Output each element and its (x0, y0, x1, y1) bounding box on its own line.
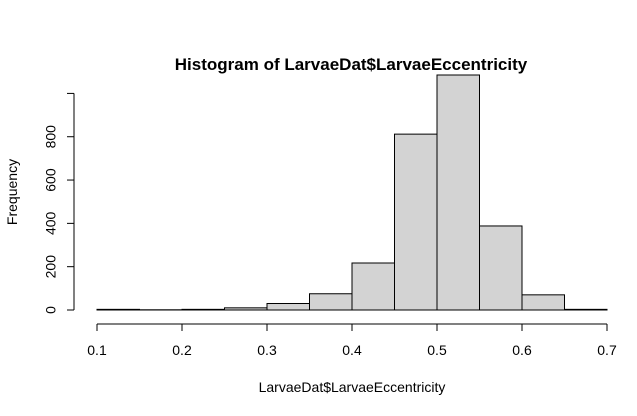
x-tick-label: 0.5 (427, 342, 447, 358)
y-axis: 0 200 400 600 800 (43, 92, 75, 314)
histogram-bar (96, 308, 140, 311)
y-tick-label: 200 (43, 255, 59, 279)
histogram-bar (521, 294, 565, 311)
x-tick-label: 0.2 (172, 342, 192, 358)
histogram-bar (564, 308, 608, 311)
x-tick-label: 0.3 (257, 342, 277, 358)
histogram-bar (224, 307, 268, 311)
y-tick-label: 400 (43, 211, 59, 235)
histogram-bar (436, 74, 480, 311)
bars-group (96, 74, 608, 311)
histogram-bar (394, 133, 438, 311)
x-tick-label: 0.4 (342, 342, 362, 358)
chart-title: Histogram of LarvaeDat$LarvaeEccentricit… (175, 55, 528, 74)
y-tick-label: 600 (43, 168, 59, 192)
y-tick-label: 0 (43, 306, 59, 314)
histogram-bar (479, 225, 523, 311)
histogram-bar (266, 303, 310, 311)
y-tick-label: 800 (43, 125, 59, 149)
histogram-bar (309, 293, 353, 311)
x-axis-label: LarvaeDat$LarvaeEccentricity (259, 379, 446, 395)
x-axis: 0.1 0.2 0.3 0.4 0.5 0.6 0.7 (87, 323, 617, 358)
y-axis-label: Frequency (4, 159, 20, 225)
histogram-bar (181, 308, 225, 311)
histogram-bar (351, 262, 395, 311)
x-tick-label: 0.6 (512, 342, 532, 358)
x-tick-label: 0.7 (597, 342, 617, 358)
x-tick-label: 0.1 (87, 342, 107, 358)
